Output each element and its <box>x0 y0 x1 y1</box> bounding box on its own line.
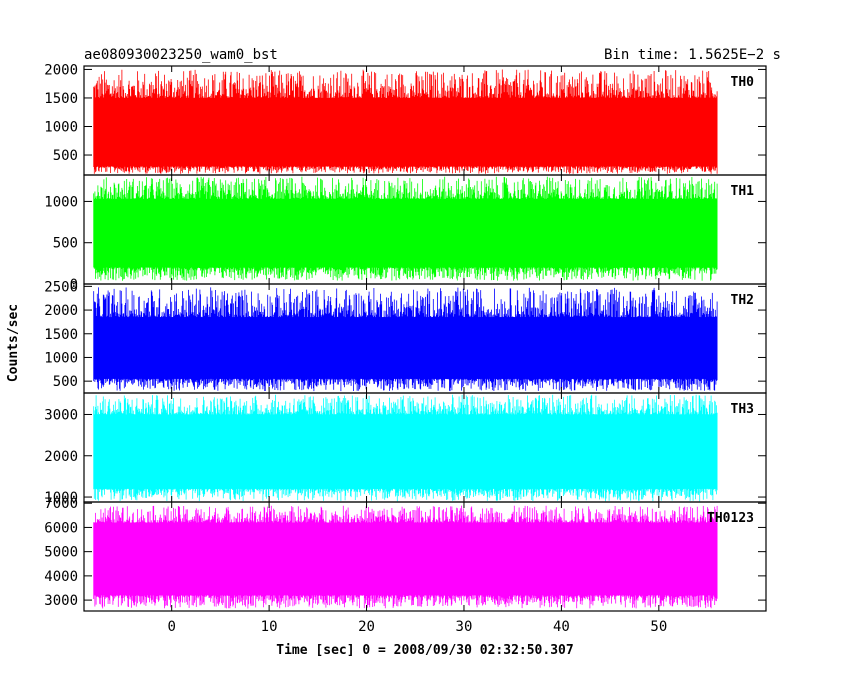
series-core-th0123 <box>93 522 718 596</box>
x-tick-label: 30 <box>456 619 473 635</box>
panel-th0123: 3000 4000 5000 6000 7000 TH0123 <box>44 496 767 612</box>
y-tick-label: 7000 <box>44 496 78 512</box>
y-tick-label: 5000 <box>44 545 78 561</box>
x-tick-label: 50 <box>650 619 667 635</box>
y-tick-label: 2000 <box>44 449 78 465</box>
chart-title-left: ae080930023250_wam0_bst <box>84 47 278 63</box>
panel-frame <box>83 501 767 612</box>
x-tick-label: 40 <box>553 619 570 635</box>
x-tick-label: 20 <box>358 619 375 635</box>
y-tick-label: 1500 <box>44 327 78 343</box>
x-tick-label: 0 <box>167 619 175 635</box>
chart-title-right: Bin time: 1.5625E−2 s <box>604 47 781 63</box>
y-tick-label: 2000 <box>44 303 78 319</box>
panel-th3: 1000 2000 3000 TH3 <box>44 392 767 506</box>
panel-th1: 0 500 1000 TH1 <box>44 174 767 293</box>
y-tick-label: 6000 <box>44 520 78 536</box>
panel-label: TH2 <box>731 293 754 308</box>
series-core-th2 <box>93 317 718 379</box>
y-tick-label: 4000 <box>44 569 78 585</box>
y-tick-label: 500 <box>53 236 78 252</box>
y-tick-label: 0 <box>70 277 78 293</box>
panels: 500100015002000TH005001000TH150010001500… <box>44 62 767 635</box>
series-core-th0 <box>93 97 718 167</box>
y-tick-label: 2000 <box>44 62 78 78</box>
y-tick-label: 500 <box>53 148 78 164</box>
y-tick-label: 1500 <box>44 91 78 107</box>
panel-label: TH3 <box>731 402 754 417</box>
panel-th2: 500 1000 1500 2000 2500 TH2 <box>44 279 767 394</box>
y-tick-label: 500 <box>53 374 78 390</box>
y-tick-label: 1000 <box>44 119 78 135</box>
panel-th0: 500 1000 1500 2000 TH0 <box>44 62 767 176</box>
panel-label: TH1 <box>731 184 755 199</box>
y-tick-label: 3000 <box>44 593 78 609</box>
y-axis-label: Counts/sec <box>6 304 21 382</box>
y-tick-label: 1000 <box>44 490 78 506</box>
y-tick-label: 2500 <box>44 279 78 295</box>
series-core-th1 <box>93 198 718 268</box>
x-axis-label: Time [sec] 0 = 2008/09/30 02:32:50.307 <box>276 643 573 658</box>
series-core-th3 <box>93 414 718 489</box>
panel-label: TH0123 <box>707 511 754 526</box>
panel-label: TH0 <box>731 75 755 90</box>
y-tick-label: 1000 <box>44 194 78 210</box>
x-tick-label: 10 <box>261 619 278 635</box>
y-tick-label: 3000 <box>44 407 78 423</box>
y-tick-label: 1000 <box>44 350 78 366</box>
